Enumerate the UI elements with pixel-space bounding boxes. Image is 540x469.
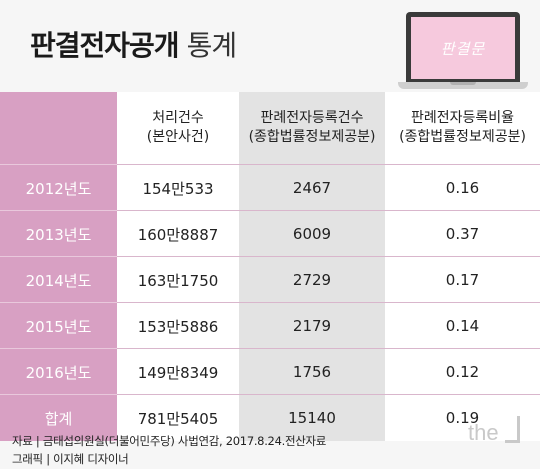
laptop-lid: 판결문 [406, 12, 520, 82]
row-ratio-cell: 0.16 [385, 164, 540, 211]
title-light-text: 통계 [186, 29, 238, 62]
row-processed-cell: 163만1750 [117, 256, 239, 303]
header-ratio-line1: 판례전자등록비율 [410, 110, 515, 126]
header-processed-line1: 처리건수 [152, 110, 204, 126]
row-ratio-cell: 0.17 [385, 256, 540, 303]
row-registered-cell: 2179 [239, 302, 385, 349]
stats-table: 처리건수 (본안사건) 판례전자등록건수 (종합법률정보제공분) 판례전자등록비… [0, 92, 540, 441]
laptop-illustration-icon: 판결문 [398, 12, 528, 92]
table-row: 2015년도 153만5886 2179 0.14 [0, 302, 540, 349]
total-registered-cell: 15140 [239, 394, 385, 441]
brand-logo: the [468, 420, 499, 445]
header-cell-year [0, 92, 117, 164]
row-processed-cell: 149만8349 [117, 348, 239, 395]
table-row: 2013년도 160만8887 6009 0.37 [0, 210, 540, 257]
row-year-cell: 2013년도 [0, 210, 117, 257]
header-cell-ratio: 판례전자등록비율 (종합법률정보제공분) [385, 92, 540, 164]
row-year-cell: 2014년도 [0, 256, 117, 303]
header-ratio-line2: (종합법률정보제공분) [399, 129, 526, 145]
laptop-screen-text: 판결문 [440, 39, 486, 58]
row-year-cell: 2012년도 [0, 164, 117, 211]
table-row: 2016년도 149만8349 1756 0.12 [0, 348, 540, 395]
title-bold-text: 판결전자공개 [30, 29, 180, 62]
row-registered-cell: 2729 [239, 256, 385, 303]
source-note: 자료 | 금태섭의원실(더불어민주당) 사법연감, 2017.8.24.전산자료 [12, 434, 327, 448]
table-row: 2012년도 154만533 2467 0.16 [0, 164, 540, 211]
header-processed-line2: (본안사건) [146, 129, 210, 145]
table-total-row: 합계 781만5405 15140 0.19 [0, 394, 540, 441]
row-registered-cell: 1756 [239, 348, 385, 395]
brand-bracket-icon [505, 416, 520, 443]
row-registered-cell: 6009 [239, 210, 385, 257]
table-header-row: 처리건수 (본안사건) 판례전자등록건수 (종합법률정보제공분) 판례전자등록비… [0, 92, 540, 164]
row-ratio-cell: 0.14 [385, 302, 540, 349]
row-processed-cell: 154만533 [117, 164, 239, 211]
total-ratio-cell: 0.19 [385, 394, 540, 441]
row-year-cell: 2016년도 [0, 348, 117, 395]
header-registered-line1: 판례전자등록건수 [260, 110, 364, 126]
row-ratio-cell: 0.37 [385, 210, 540, 257]
credit-note: 그래픽 | 이지혜 디자이너 [12, 452, 129, 466]
row-registered-cell: 2467 [239, 164, 385, 211]
row-year-cell: 2015년도 [0, 302, 117, 349]
laptop-base [398, 82, 528, 89]
header-cell-processed: 처리건수 (본안사건) [117, 92, 239, 164]
total-processed-cell: 781만5405 [117, 394, 239, 441]
row-processed-cell: 160만8887 [117, 210, 239, 257]
total-label-cell: 합계 [0, 394, 117, 441]
row-processed-cell: 153만5886 [117, 302, 239, 349]
header-registered-line2: (종합법률정보제공분) [248, 129, 376, 145]
header-cell-registered: 판례전자등록건수 (종합법률정보제공분) [239, 92, 385, 164]
row-ratio-cell: 0.12 [385, 348, 540, 395]
table-row: 2014년도 163만1750 2729 0.17 [0, 256, 540, 303]
chart-title: 판결전자공개 통계 [30, 24, 238, 68]
laptop-screen: 판결문 [411, 17, 515, 79]
